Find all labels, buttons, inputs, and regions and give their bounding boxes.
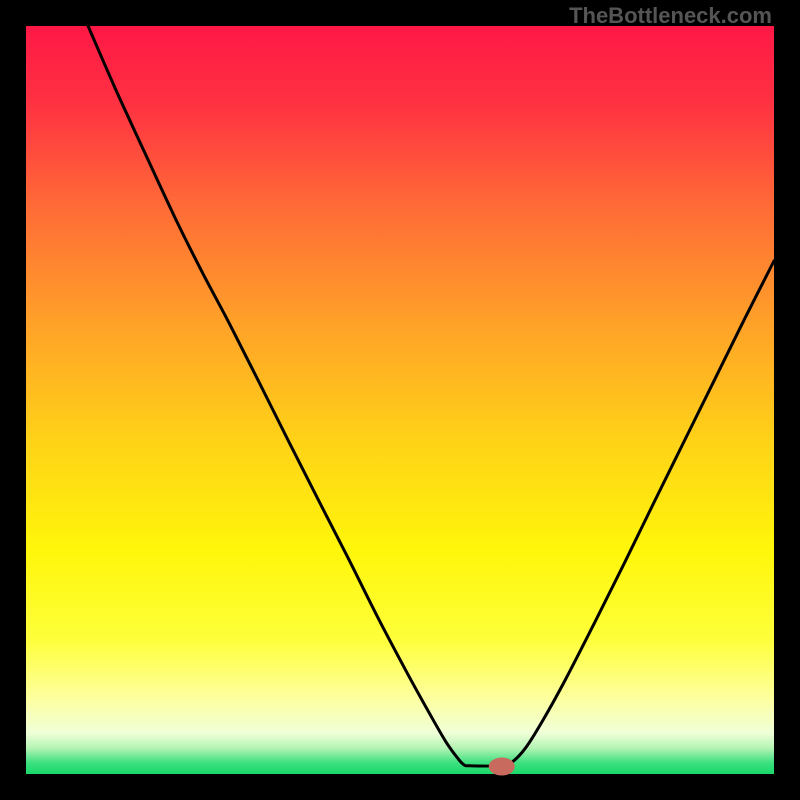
optimal-marker <box>489 758 515 776</box>
watermark-text: TheBottleneck.com <box>569 3 772 29</box>
chart-frame <box>0 0 800 800</box>
bottleneck-chart <box>0 0 800 800</box>
